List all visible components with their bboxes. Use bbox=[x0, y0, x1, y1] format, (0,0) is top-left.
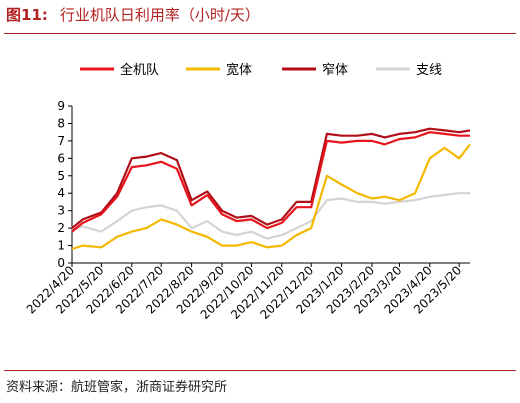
legend-label-1: 宽体 bbox=[226, 62, 252, 78]
figure-label: 图11: bbox=[6, 6, 48, 24]
y-tick-label: 4 bbox=[57, 186, 65, 200]
legend-label-3: 支线 bbox=[416, 63, 442, 78]
y-tick-label: 7 bbox=[57, 134, 65, 148]
y-tick-label: 6 bbox=[57, 151, 65, 165]
legend-label-0: 全机队 bbox=[120, 62, 159, 78]
series-line-1 bbox=[71, 143, 471, 251]
y-tick-label: 0 bbox=[57, 256, 65, 270]
series-line-2 bbox=[71, 127, 471, 229]
source-rule bbox=[4, 370, 516, 371]
figure-title-text: 行业机队日利用率（小时/天） bbox=[59, 6, 260, 24]
y-tick-label: 1 bbox=[57, 239, 65, 253]
legend: 全机队 宽体 窄体 支线 bbox=[80, 62, 442, 78]
figure-title: 图11: 行业机队日利用率（小时/天） bbox=[6, 4, 260, 25]
series-line-3 bbox=[71, 192, 470, 240]
y-tick-label: 3 bbox=[57, 204, 65, 218]
title-rule bbox=[4, 33, 516, 34]
series-lines bbox=[71, 127, 471, 251]
y-tick-label: 5 bbox=[57, 169, 65, 183]
source-note: 资料来源：航班管家，浙商证券研究所 bbox=[6, 380, 228, 395]
y-tick-label: 9 bbox=[57, 99, 65, 113]
legend-label-2: 窄体 bbox=[322, 62, 348, 78]
series-line-0 bbox=[71, 131, 470, 233]
y-tick-label: 2 bbox=[57, 221, 65, 235]
line-chart: 全机队 宽体 窄体 支线 01234567892022/4/202022/5/2020… bbox=[24, 62, 471, 322]
y-tick-label: 8 bbox=[57, 116, 65, 130]
